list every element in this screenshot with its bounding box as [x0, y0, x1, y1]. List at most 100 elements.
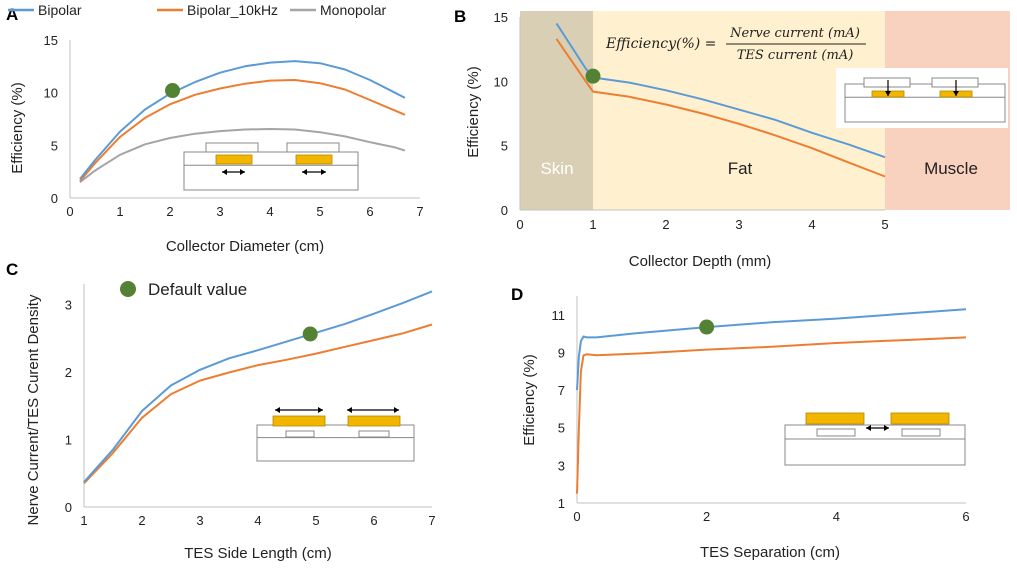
y-tick-label: 1 — [65, 432, 72, 447]
region-label-fat: Fat — [728, 159, 753, 178]
y-tick-label: 0 — [65, 500, 72, 515]
schematic-tes-side-length — [256, 407, 415, 462]
y-axis-title: Efficiency (%) — [521, 354, 538, 445]
x-tick-label: 5 — [312, 513, 319, 528]
panel-label: B — [454, 7, 466, 26]
legend-item: Bipolar_10kHz — [187, 2, 278, 18]
series-line-bipolar_10khz — [555, 38, 886, 178]
y-tick-label: 11 — [552, 308, 566, 323]
schematic-pad — [816, 428, 856, 437]
y-axis-title: Efficiency (%) — [9, 82, 26, 173]
x-tick-label: 5 — [881, 217, 888, 232]
schematic-electrode — [805, 412, 865, 425]
x-tick-label: 4 — [808, 217, 815, 232]
default-value-marker — [165, 83, 180, 99]
default-value-marker — [585, 68, 601, 84]
x-tick-label: 4 — [833, 509, 840, 524]
series-line-bipolar — [576, 308, 967, 391]
x-tick-label: 2 — [166, 204, 173, 219]
schematic-arrowhead — [953, 91, 959, 96]
x-tick-label: 3 — [196, 513, 203, 528]
schematic-pad — [286, 142, 340, 153]
y-axis-title: Efficiency (%) — [465, 66, 482, 157]
x-tick-label: 2 — [703, 509, 710, 524]
equation-numerator: Nerve current (mA) — [729, 26, 860, 41]
schematic-arrowhead — [885, 91, 891, 96]
schematic-outline — [256, 424, 415, 462]
x-axis-title: Collector Depth (mm) — [629, 253, 772, 270]
equation-lhs: Efficiency(%) = — [605, 36, 716, 52]
panel-label: A — [6, 5, 18, 24]
x-axis-title: TES Separation (cm) — [700, 544, 840, 561]
y-tick-label: 9 — [558, 345, 565, 360]
schematic-arrowhead — [302, 169, 326, 175]
x-tick-label: 3 — [735, 217, 742, 232]
series-line-bipolar_10khz — [79, 79, 406, 182]
schematic-outline — [844, 83, 1006, 123]
x-tick-label: 1 — [80, 513, 87, 528]
x-axis-title: TES Side Length (cm) — [184, 545, 332, 562]
x-tick-label: 6 — [370, 513, 377, 528]
x-tick-label: 0 — [66, 204, 73, 219]
legend-item: Monopolar — [320, 2, 386, 18]
y-tick-label: 15 — [494, 10, 508, 25]
y-tick-label: 0 — [51, 191, 58, 206]
schematic-pad — [205, 142, 259, 153]
schematic-arrowhead — [275, 407, 323, 413]
x-tick-label: 1 — [116, 204, 123, 219]
schematic-electrode — [890, 412, 950, 425]
series-line-bipolar_10khz — [83, 323, 433, 484]
x-tick-label: 0 — [573, 509, 580, 524]
y-tick-label: 7 — [558, 383, 565, 398]
schematic-electrode — [295, 154, 333, 165]
y-tick-label: 5 — [51, 138, 58, 153]
schematic-electrode — [347, 415, 401, 427]
schematic-tes-separation — [784, 412, 966, 466]
y-tick-label: 5 — [501, 139, 508, 154]
y-tick-label: 10 — [494, 74, 508, 89]
schematic-pad — [901, 428, 941, 437]
y-tick-label: 3 — [65, 297, 72, 312]
y-tick-label: 10 — [44, 86, 58, 101]
x-tick-label: 5 — [316, 204, 323, 219]
x-tick-label: 4 — [254, 513, 261, 528]
x-tick-label: 7 — [416, 204, 423, 219]
x-tick-label: 6 — [962, 509, 969, 524]
schematic-pad — [931, 77, 979, 88]
panel-label: C — [6, 260, 18, 279]
series-line-monopolar — [79, 128, 406, 183]
schematic-collector-depth — [844, 77, 1006, 123]
y-tick-label: 5 — [558, 421, 565, 436]
x-tick-label: 7 — [428, 513, 435, 528]
panel-label: D — [511, 285, 523, 304]
schematic-arrowhead — [866, 425, 889, 431]
y-axis-title: Nerve Current/TES Curent Density — [25, 294, 42, 525]
y-tick-label: 1 — [558, 496, 565, 511]
y-tick-label: 15 — [44, 33, 58, 48]
schematic-pad — [863, 77, 911, 88]
y-tick-label: 3 — [558, 458, 565, 473]
default-value-label: Default value — [148, 280, 247, 299]
x-tick-label: 2 — [138, 513, 145, 528]
x-tick-label: 0 — [516, 217, 523, 232]
y-tick-label: 2 — [65, 365, 72, 380]
x-tick-label: 6 — [366, 204, 373, 219]
x-axis-title: Collector Diameter (cm) — [166, 238, 324, 255]
default-value-legend-marker — [120, 281, 136, 297]
x-tick-label: 2 — [662, 217, 669, 232]
default-value-marker — [302, 326, 318, 342]
region-label-muscle: Muscle — [924, 159, 978, 178]
schematic-electrode — [215, 154, 253, 165]
series-line-bipolar_10khz — [576, 336, 967, 494]
region-skin — [520, 11, 593, 210]
legend-item: Bipolar — [38, 2, 82, 18]
x-tick-label: 4 — [266, 204, 273, 219]
schematic-pad — [358, 430, 390, 438]
default-value-marker — [699, 319, 715, 335]
x-tick-label: 1 — [589, 217, 596, 232]
series-line-bipolar — [83, 290, 433, 483]
region-label-skin: Skin — [540, 159, 573, 178]
x-tick-label: 3 — [216, 204, 223, 219]
series-line-bipolar — [79, 60, 406, 180]
